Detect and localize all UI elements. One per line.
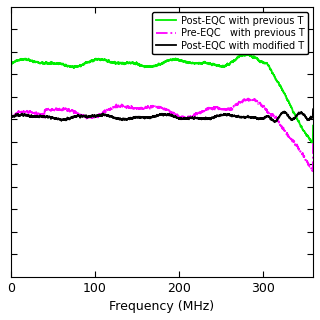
Pre-EQC   with previous T	[310, 169, 314, 173]
Post-EQC with modified T	[74, 115, 77, 118]
Pre-EQC   with previous T	[74, 111, 77, 115]
Pre-EQC   with previous T	[246, 97, 250, 100]
Post-EQC with previous T	[283, 92, 286, 96]
Post-EQC with previous T	[197, 61, 201, 65]
Post-EQC with previous T	[192, 61, 196, 65]
Post-EQC with previous T	[245, 52, 249, 56]
Post-EQC with modified T	[311, 108, 315, 111]
Line: Post-EQC with modified T: Post-EQC with modified T	[11, 107, 313, 122]
Post-EQC with previous T	[9, 78, 13, 82]
Post-EQC with modified T	[197, 117, 201, 121]
Pre-EQC   with previous T	[311, 150, 315, 154]
Line: Pre-EQC   with previous T: Pre-EQC with previous T	[11, 99, 313, 171]
Post-EQC with modified T	[93, 115, 97, 118]
Line: Post-EQC with previous T: Post-EQC with previous T	[11, 54, 313, 142]
Pre-EQC   with previous T	[311, 141, 315, 145]
Pre-EQC   with previous T	[9, 105, 13, 109]
Post-EQC with previous T	[311, 129, 315, 133]
Pre-EQC   with previous T	[283, 128, 286, 132]
X-axis label: Frequency (MHz): Frequency (MHz)	[109, 300, 215, 313]
Post-EQC with previous T	[93, 57, 97, 61]
Post-EQC with modified T	[273, 120, 276, 124]
Post-EQC with previous T	[311, 140, 315, 144]
Post-EQC with previous T	[74, 64, 77, 68]
Post-EQC with modified T	[283, 110, 286, 114]
Post-EQC with modified T	[192, 116, 196, 120]
Post-EQC with modified T	[9, 105, 13, 109]
Pre-EQC   with previous T	[197, 112, 201, 116]
Pre-EQC   with previous T	[93, 114, 97, 118]
Legend: Post-EQC with previous T, Pre-EQC   with previous T, Post-EQC with modified T: Post-EQC with previous T, Pre-EQC with p…	[152, 12, 308, 54]
Post-EQC with modified T	[311, 112, 315, 116]
Post-EQC with previous T	[311, 124, 315, 128]
Pre-EQC   with previous T	[192, 113, 196, 117]
